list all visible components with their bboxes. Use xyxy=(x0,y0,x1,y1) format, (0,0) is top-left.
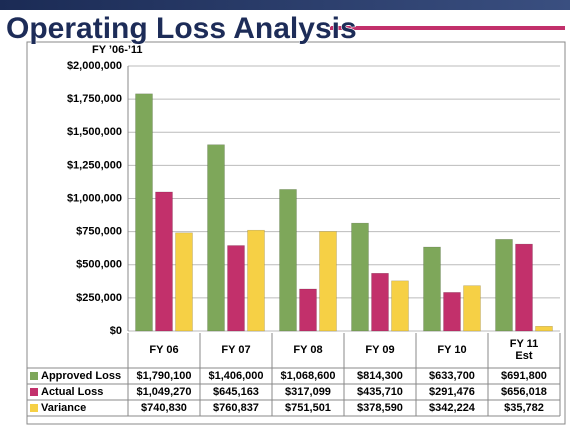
x-tick-label: FY 09 xyxy=(365,344,395,356)
legend-label: Approved Loss xyxy=(41,370,121,382)
chart-subtitle: FY ’06-’11 xyxy=(92,44,143,56)
table-value: $35,782 xyxy=(504,402,544,414)
table-value: $633,700 xyxy=(429,370,475,382)
y-tick-label: $750,000 xyxy=(76,226,122,238)
bar xyxy=(391,280,409,332)
x-tick-label: FY 08 xyxy=(293,344,323,356)
bar xyxy=(351,222,369,332)
header-line xyxy=(330,26,565,30)
table-value: $1,049,270 xyxy=(136,386,191,398)
bar xyxy=(227,245,245,332)
y-tick-label: $1,250,000 xyxy=(67,159,122,171)
bar xyxy=(175,232,193,332)
legend-key xyxy=(30,388,38,396)
table-value: $378,590 xyxy=(357,402,403,414)
x-tick-label: FY 07 xyxy=(221,344,251,356)
table-value: $342,224 xyxy=(429,402,476,414)
table-value: $740,830 xyxy=(141,402,187,414)
table-value: $1,790,100 xyxy=(136,370,191,382)
table-value: $1,406,000 xyxy=(208,370,263,382)
chart-frame xyxy=(26,41,566,425)
bar xyxy=(515,243,533,332)
y-tick-label: $1,000,000 xyxy=(67,192,122,204)
legend-key xyxy=(30,372,38,380)
bar xyxy=(423,246,441,332)
table-value: $291,476 xyxy=(429,386,475,398)
y-tick-label: $500,000 xyxy=(76,259,122,271)
header-band xyxy=(0,0,570,10)
bar xyxy=(371,273,389,332)
y-tick-label: $1,750,000 xyxy=(67,93,122,105)
table-value: $814,300 xyxy=(357,370,403,382)
y-tick-label: $1,500,000 xyxy=(67,126,122,138)
legend-key xyxy=(30,404,38,412)
x-tick-label: FY 10 xyxy=(437,344,467,356)
table-value: $751,501 xyxy=(285,402,331,414)
y-tick-label: $0 xyxy=(110,325,122,337)
bar xyxy=(319,231,337,332)
x-tick-label: FY 11 Est xyxy=(509,338,539,362)
bar xyxy=(535,326,553,332)
table-value: $317,099 xyxy=(285,386,331,398)
bar xyxy=(279,189,297,332)
x-tick-label: FY 06 xyxy=(149,344,179,356)
table-value: $760,837 xyxy=(213,402,259,414)
table-value: $656,018 xyxy=(501,386,547,398)
bar xyxy=(207,144,225,332)
table-value: $691,800 xyxy=(501,370,547,382)
table-value: $435,710 xyxy=(357,386,403,398)
bar xyxy=(247,229,265,332)
bar xyxy=(443,292,461,332)
legend-label: Actual Loss xyxy=(41,386,103,398)
table-value: $645,163 xyxy=(213,386,259,398)
table-value: $1,068,600 xyxy=(280,370,335,382)
y-tick-label: $250,000 xyxy=(76,292,122,304)
bar xyxy=(135,93,153,332)
y-tick-label: $2,000,000 xyxy=(67,60,122,72)
bar xyxy=(463,285,481,332)
chart-title: Operating Loss Analysis xyxy=(6,12,357,45)
bar xyxy=(299,288,317,332)
bar xyxy=(155,191,173,332)
bar xyxy=(495,239,513,332)
legend-label: Variance xyxy=(41,402,86,414)
